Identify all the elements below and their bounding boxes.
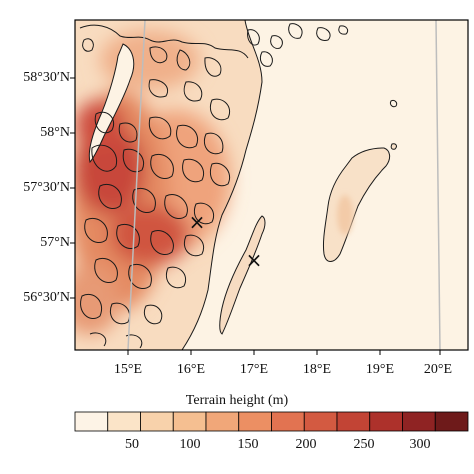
colorbar-title: Terrain height (m) — [185, 393, 289, 408]
lat-label: 58°30′N — [23, 70, 70, 85]
colorbar-tick-label: 150 — [237, 437, 259, 452]
colorbar-swatch — [336, 411, 371, 432]
colorbar-swatch — [402, 411, 436, 432]
small-islet — [390, 100, 398, 108]
colorbar-tick-label: 300 — [409, 437, 431, 452]
coastline — [181, 20, 263, 350]
colorbar-swatch — [107, 411, 141, 432]
meridian-15e — [127, 20, 146, 350]
colorbar-swatch — [172, 411, 207, 432]
map-frame — [74, 19, 469, 351]
colorbar-swatch — [238, 411, 272, 432]
lat-label: 56°30′N — [23, 290, 70, 305]
mainland-terrain — [75, 20, 262, 350]
oland-island — [219, 215, 266, 335]
colorbar — [74, 411, 469, 432]
lon-label: 15°E — [113, 362, 143, 377]
lon-label: 20°E — [423, 362, 453, 377]
lon-label: 18°E — [302, 362, 332, 377]
colorbar-swatch — [205, 411, 240, 432]
colorbar-tick-label: 250 — [353, 437, 375, 452]
colorbar-tick-label: 200 — [295, 437, 317, 452]
lat-label: 58°N — [40, 125, 70, 140]
colorbar-swatch — [434, 411, 469, 432]
station-marker: × — [246, 248, 263, 272]
colorbar-swatch — [369, 411, 403, 432]
lake-vattern — [88, 43, 135, 163]
colorbar-swatch — [271, 411, 305, 432]
lon-ticks — [127, 350, 441, 355]
lat-ticks — [70, 77, 75, 299]
lat-label: 57°30′N — [23, 180, 70, 195]
colorbar-tick-label: 100 — [179, 437, 201, 452]
lon-label: 17°E — [239, 362, 269, 377]
gotland-island — [323, 143, 397, 262]
meridian-20e — [435, 20, 441, 350]
meridians — [127, 20, 441, 350]
colorbar-tick-label: 50 — [125, 437, 139, 452]
lon-label: 19°E — [365, 362, 395, 377]
map-area: × × — [75, 20, 468, 350]
station-marker: × — [189, 210, 206, 234]
lon-label: 16°E — [176, 362, 206, 377]
colorbar-swatch — [303, 411, 338, 432]
colorbar-swatch — [74, 411, 109, 432]
colorbar-swatch — [140, 411, 174, 432]
terrain-contours — [79, 20, 349, 350]
lat-label: 57°N — [40, 235, 70, 250]
